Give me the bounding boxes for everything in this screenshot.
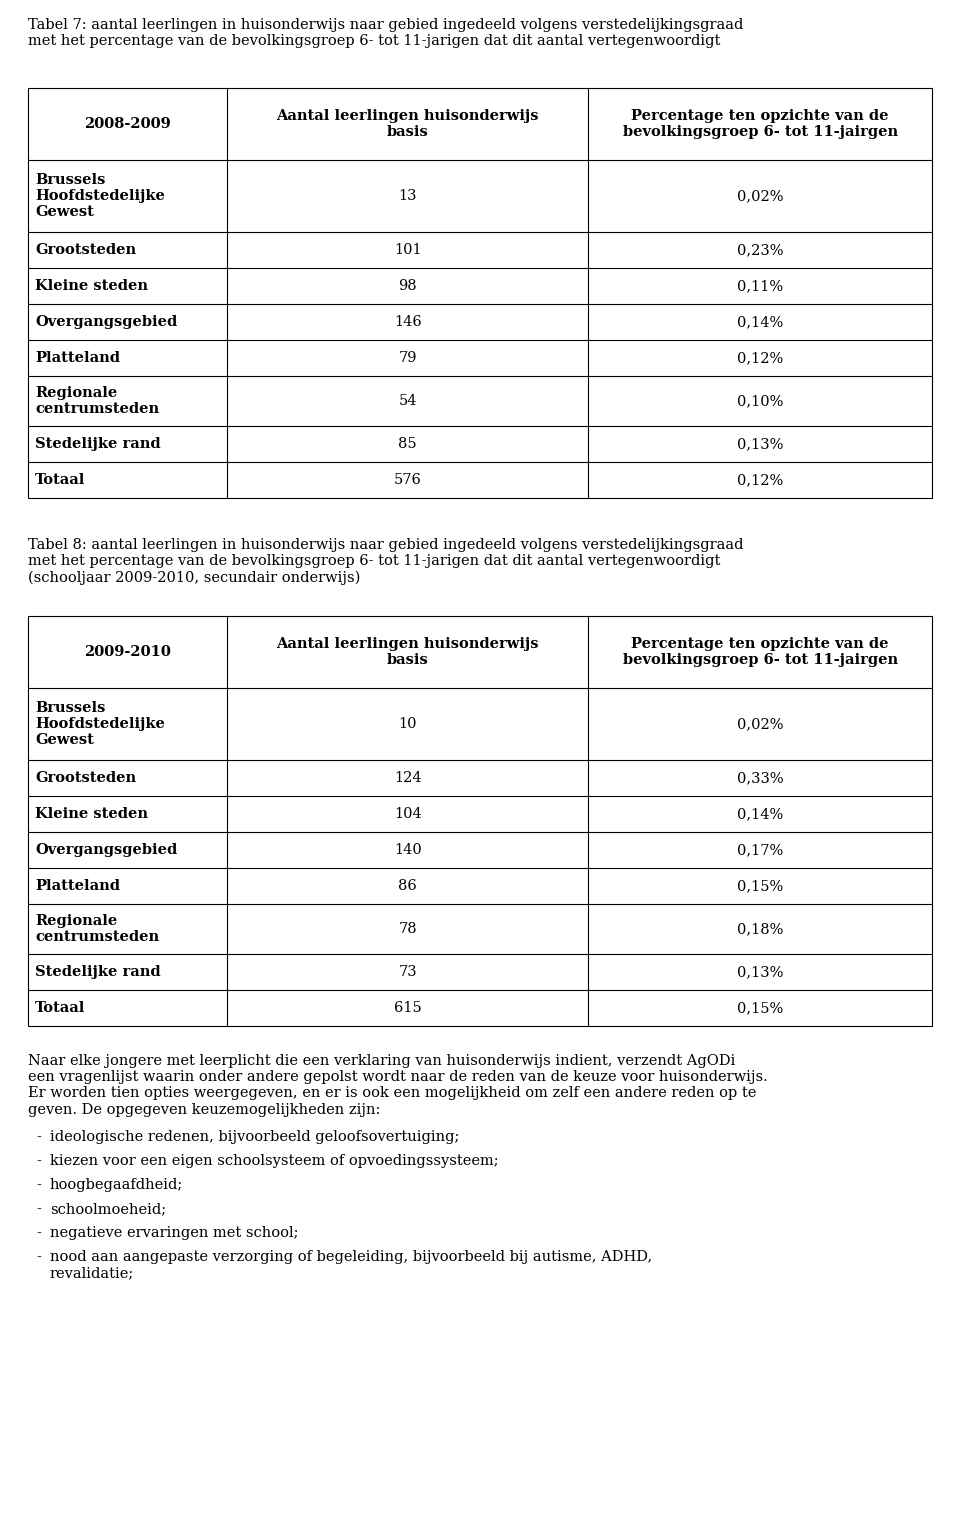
Text: 146: 146 (394, 315, 421, 329)
Text: hoogbegaafdheid;: hoogbegaafdheid; (50, 1178, 183, 1192)
Text: schoolmoeheid;: schoolmoeheid; (50, 1202, 166, 1216)
Text: Stedelijke rand: Stedelijke rand (35, 437, 160, 451)
Text: -: - (36, 1154, 41, 1167)
Text: 0,10%: 0,10% (737, 394, 783, 408)
Text: 0,17%: 0,17% (737, 843, 783, 857)
Text: 13: 13 (398, 189, 417, 202)
Text: kiezen voor een eigen schoolsysteem of opvoedingssysteem;: kiezen voor een eigen schoolsysteem of o… (50, 1154, 498, 1167)
Text: Naar elke jongere met leerplicht die een verklaring van huisonderwijs indient, v: Naar elke jongere met leerplicht die een… (28, 1055, 768, 1117)
Text: -: - (36, 1129, 41, 1145)
Text: Kleine steden: Kleine steden (35, 807, 148, 820)
Text: 140: 140 (394, 843, 421, 857)
Text: Brussels
Hoofdstedelijke
Gewest: Brussels Hoofdstedelijke Gewest (35, 700, 165, 747)
Text: -: - (36, 1202, 41, 1216)
Text: 54: 54 (398, 394, 417, 408)
Text: 2008-2009: 2008-2009 (84, 117, 171, 131)
Text: Tabel 7: aantal leerlingen in huisonderwijs naar gebied ingedeeld volgens verste: Tabel 7: aantal leerlingen in huisonderw… (28, 18, 743, 49)
Text: Percentage ten opzichte van de
bevolkingsgroep 6- tot 11-jairgen: Percentage ten opzichte van de bevolking… (623, 636, 898, 667)
Text: -: - (36, 1250, 41, 1263)
Bar (28, 616, 932, 1026)
Text: 85: 85 (398, 437, 417, 451)
Text: Brussels
Hoofdstedelijke
Gewest: Brussels Hoofdstedelijke Gewest (35, 174, 165, 219)
Text: 0,12%: 0,12% (737, 352, 783, 365)
Text: Overgangsgebied: Overgangsgebied (35, 843, 178, 857)
Text: 0,14%: 0,14% (737, 315, 783, 329)
Text: Aantal leerlingen huisonderwijs
basis: Aantal leerlingen huisonderwijs basis (276, 110, 539, 139)
Text: Platteland: Platteland (35, 880, 120, 893)
Text: 124: 124 (394, 772, 421, 785)
Text: 10: 10 (398, 717, 417, 731)
Text: Percentage ten opzichte van de
bevolkingsgroep 6- tot 11-jairgen: Percentage ten opzichte van de bevolking… (623, 110, 898, 139)
Text: 0,13%: 0,13% (737, 437, 783, 451)
Text: Aantal leerlingen huisonderwijs
basis: Aantal leerlingen huisonderwijs basis (276, 636, 539, 667)
Text: nood aan aangepaste verzorging of begeleiding, bijvoorbeeld bij autisme, ADHD,
r: nood aan aangepaste verzorging of begele… (50, 1250, 652, 1280)
Text: Totaal: Totaal (35, 1001, 85, 1015)
Text: 0,23%: 0,23% (737, 244, 783, 257)
Text: Grootsteden: Grootsteden (35, 244, 136, 257)
Text: 576: 576 (394, 473, 421, 487)
Text: 0,11%: 0,11% (737, 279, 783, 294)
Text: 0,14%: 0,14% (737, 807, 783, 820)
Text: 73: 73 (398, 965, 417, 979)
Text: Kleine steden: Kleine steden (35, 279, 148, 294)
Bar (28, 88, 932, 498)
Text: Regionale
centrumsteden: Regionale centrumsteden (35, 913, 159, 944)
Text: 0,02%: 0,02% (737, 189, 783, 202)
Text: Tabel 8: aantal leerlingen in huisonderwijs naar gebied ingedeeld volgens verste: Tabel 8: aantal leerlingen in huisonderw… (28, 537, 743, 584)
Text: 0,18%: 0,18% (737, 922, 783, 936)
Text: 0,33%: 0,33% (737, 772, 783, 785)
Text: -: - (36, 1227, 41, 1240)
Text: Overgangsgebied: Overgangsgebied (35, 315, 178, 329)
Text: 104: 104 (394, 807, 421, 820)
Text: 101: 101 (394, 244, 421, 257)
Text: ideologische redenen, bijvoorbeeld geloofsovertuiging;: ideologische redenen, bijvoorbeeld geloo… (50, 1129, 460, 1145)
Text: -: - (36, 1178, 41, 1192)
Text: 86: 86 (398, 880, 417, 893)
Text: negatieve ervaringen met school;: negatieve ervaringen met school; (50, 1227, 299, 1240)
Text: 615: 615 (394, 1001, 421, 1015)
Text: Platteland: Platteland (35, 352, 120, 365)
Text: Totaal: Totaal (35, 473, 85, 487)
Text: 0,15%: 0,15% (737, 1001, 783, 1015)
Text: Grootsteden: Grootsteden (35, 772, 136, 785)
Text: 0,15%: 0,15% (737, 880, 783, 893)
Text: 0,02%: 0,02% (737, 717, 783, 731)
Text: 78: 78 (398, 922, 417, 936)
Text: 2009-2010: 2009-2010 (84, 645, 171, 659)
Text: 0,13%: 0,13% (737, 965, 783, 979)
Text: 0,12%: 0,12% (737, 473, 783, 487)
Text: 98: 98 (398, 279, 417, 294)
Text: 79: 79 (398, 352, 417, 365)
Text: Regionale
centrumsteden: Regionale centrumsteden (35, 387, 159, 416)
Text: Stedelijke rand: Stedelijke rand (35, 965, 160, 979)
